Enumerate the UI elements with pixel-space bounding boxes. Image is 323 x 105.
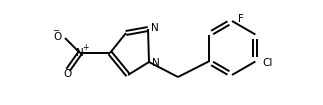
Text: +: +	[82, 43, 89, 52]
Text: N: N	[151, 23, 159, 33]
Text: −: −	[53, 26, 59, 35]
Text: N: N	[152, 58, 160, 68]
Text: F: F	[238, 14, 244, 24]
Text: O: O	[63, 69, 71, 79]
Text: O: O	[54, 32, 62, 42]
Text: Cl: Cl	[262, 58, 273, 68]
Text: N: N	[76, 48, 84, 58]
